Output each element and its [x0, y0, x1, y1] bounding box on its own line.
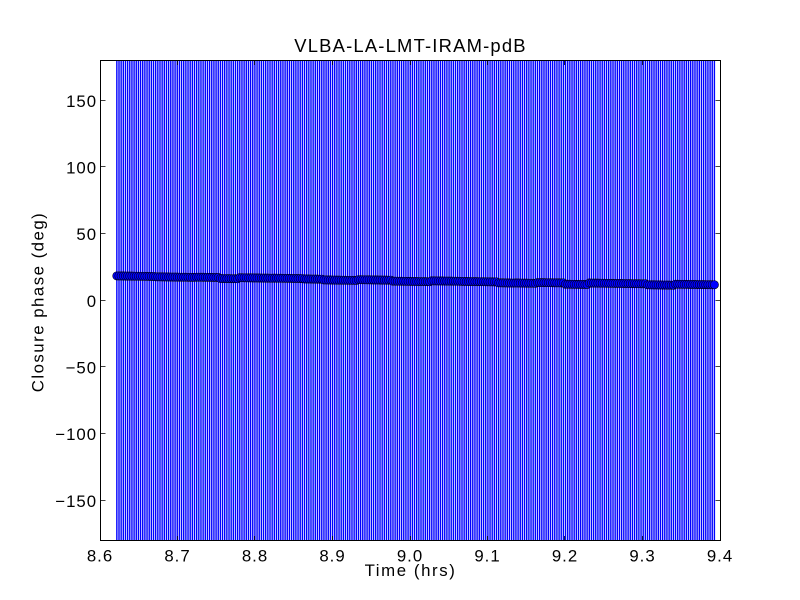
svg-text:8.6: 8.6 — [87, 547, 113, 566]
svg-text:9.3: 9.3 — [629, 547, 655, 566]
svg-text:8.9: 8.9 — [319, 547, 345, 566]
svg-text:100: 100 — [66, 159, 97, 178]
svg-text:−100: −100 — [55, 425, 97, 444]
svg-text:VLBA-LA-LMT-IRAM-pdB: VLBA-LA-LMT-IRAM-pdB — [294, 35, 526, 56]
svg-text:8.8: 8.8 — [242, 547, 268, 566]
svg-text:150: 150 — [66, 92, 97, 111]
svg-text:0: 0 — [87, 292, 97, 311]
svg-text:Closure phase (deg): Closure phase (deg) — [29, 212, 48, 393]
svg-text:Time (hrs): Time (hrs) — [365, 561, 457, 580]
svg-text:9.4: 9.4 — [707, 547, 733, 566]
svg-text:9.0: 9.0 — [397, 547, 423, 566]
svg-text:9.2: 9.2 — [552, 547, 578, 566]
svg-text:−150: −150 — [55, 492, 97, 511]
svg-text:8.7: 8.7 — [164, 547, 190, 566]
svg-text:50: 50 — [76, 225, 97, 244]
svg-text:9.1: 9.1 — [474, 547, 500, 566]
svg-text:−50: −50 — [66, 359, 97, 378]
